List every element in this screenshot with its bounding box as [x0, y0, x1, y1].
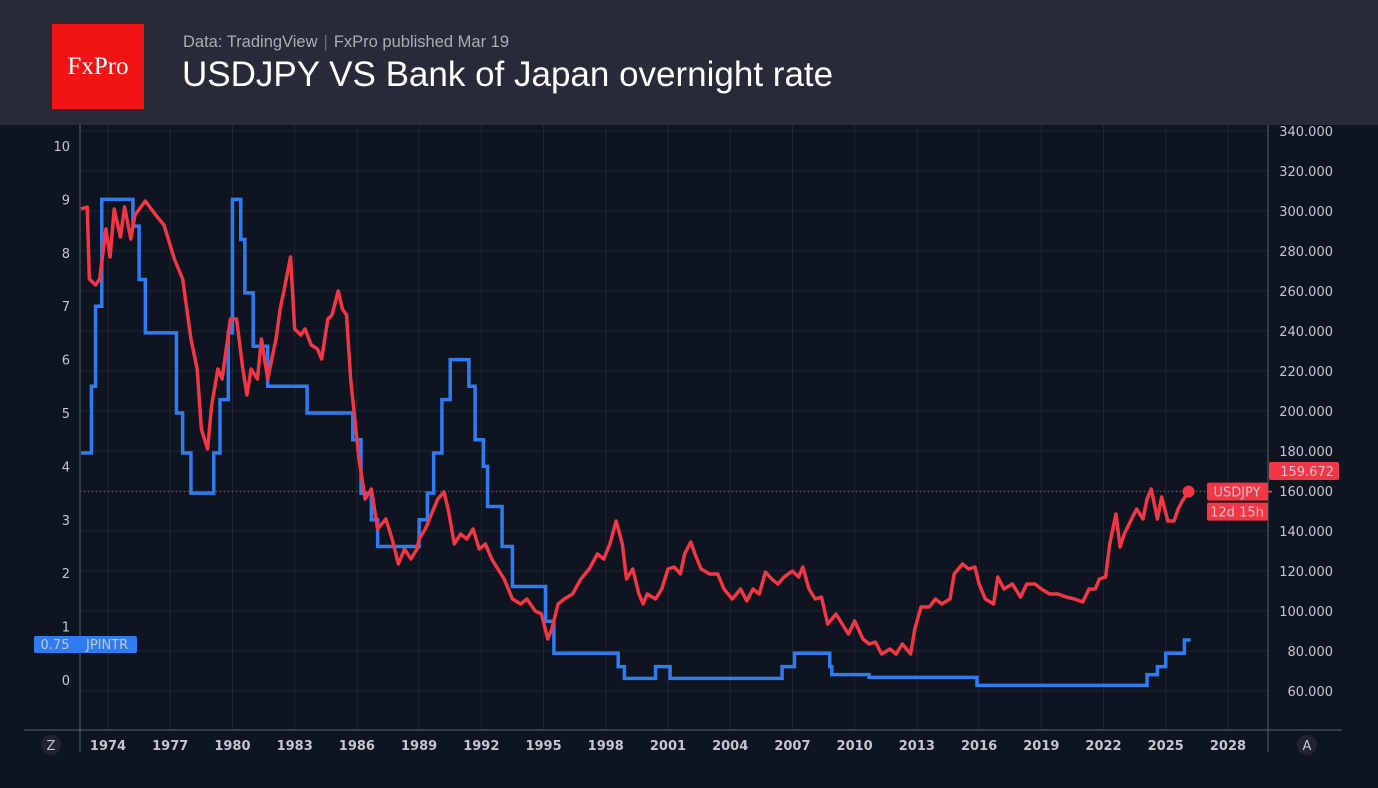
right-axis-tick-label: 120.000 [1279, 565, 1333, 580]
left-axis-tick-label: 5 [62, 407, 70, 422]
x-tick-label: 1977 [152, 739, 188, 754]
right-axis-tick-label: 220.000 [1279, 365, 1333, 380]
left-axis-tick-label: 0 [62, 674, 70, 689]
left-axis-tick-label: 2 [62, 567, 70, 582]
x-tick-label: 2013 [899, 739, 935, 754]
left-axis-tick-label: 4 [62, 460, 70, 475]
right-axis-tick-label: 200.000 [1279, 405, 1333, 420]
x-tick-label: 2028 [1210, 739, 1246, 754]
left-axis-tick-label: 10 [53, 140, 70, 155]
x-tick-label: 2010 [837, 739, 873, 754]
series-layer [80, 197, 1268, 688]
right-axis-tick-label: 100.000 [1279, 605, 1333, 620]
right-axis-tick-label: 80.000 [1288, 645, 1334, 660]
data-source: Data: TradingView [183, 33, 318, 51]
left-axis-tick-label: 6 [62, 354, 70, 369]
x-tick-label: 2001 [650, 739, 686, 754]
left-axis-tick-label: 8 [62, 247, 70, 262]
usdjpy-name-tag-bg [1207, 482, 1268, 501]
jpintr-line [81, 197, 1191, 688]
usdjpy-name-tag: USDJPY [1213, 486, 1260, 501]
right-axis-tick-label: 160.000 [1279, 485, 1333, 500]
left-axis-tick-label: 9 [62, 193, 70, 208]
fxpro-logo: FxPro [52, 24, 144, 109]
separator: | [323, 33, 328, 51]
right-axis-tick-label: 260.000 [1279, 285, 1333, 300]
jpintr-name-tag: JPINTR [85, 638, 128, 653]
x-tick-label: 1989 [401, 739, 437, 754]
x-tick-label: 1995 [525, 739, 561, 754]
x-tick-label: 2022 [1085, 739, 1121, 754]
x-tick-label: 2007 [774, 739, 810, 754]
x-tick-label: 2025 [1148, 739, 1184, 754]
x-tick-label: 2019 [1023, 739, 1059, 754]
right-axis-tick-label: 140.000 [1279, 525, 1333, 540]
x-tick-label: 1992 [463, 739, 499, 754]
right-axis-tick-label: 340.000 [1279, 125, 1333, 140]
a-button-label[interactable]: A [1303, 739, 1312, 754]
right-axis-tick-label: 280.000 [1279, 245, 1333, 260]
usdjpy-price-tag-bg [1269, 462, 1339, 480]
right-axis-tick-label: 240.000 [1279, 325, 1333, 340]
x-tick-label: 1998 [588, 739, 624, 754]
right-axis-tick-label: 300.000 [1279, 205, 1333, 220]
published-date: FxPro published Mar 19 [333, 33, 509, 51]
x-tick-label: 2016 [961, 739, 997, 754]
auto-scale-right-button[interactable] [1297, 735, 1317, 755]
x-tick-label: 1983 [277, 739, 313, 754]
x-tick-label: 2004 [712, 739, 748, 754]
left-axis-tick-label: 3 [62, 514, 70, 529]
jpintr-tag-bg [34, 635, 137, 653]
x-tick-label: 1980 [214, 739, 250, 754]
chart-title: USDJPY VS Bank of Japan overnight rate [182, 55, 834, 94]
grid [80, 125, 1268, 730]
z-button-label[interactable]: Z [47, 739, 56, 754]
x-tick-label: 1986 [339, 739, 375, 754]
usdjpy-countdown: 12d 15h [1210, 506, 1264, 521]
jpintr-value-tag: 0.75 [41, 638, 70, 653]
usdjpy-countdown-bg [1207, 502, 1268, 521]
x-tick-label: 1974 [90, 739, 126, 754]
labels: 1974 1977 1980 1983 1986 1989 1992 1995 1998 2001… [34, 125, 1339, 755]
auto-scale-left-button[interactable] [41, 735, 61, 755]
header: FxPro Data: TradingView | FxPro published … [0, 0, 1378, 125]
right-axis-tick-label: 180.000 [1279, 445, 1333, 460]
left-axis-tick-label: 1 [62, 621, 70, 636]
right-axis-tick-label: 60.000 [1288, 685, 1334, 700]
usdjpy-price-tag: 159.672 [1280, 465, 1334, 480]
left-axis-tick-label: 7 [62, 300, 70, 315]
subtitle: Data: TradingView | FxPro published Mar 19 [183, 33, 509, 52]
usdjpy-last-point [1182, 485, 1195, 498]
right-axis-tick-label: 320.000 [1279, 165, 1333, 180]
usdjpy-line [80, 199, 1191, 656]
